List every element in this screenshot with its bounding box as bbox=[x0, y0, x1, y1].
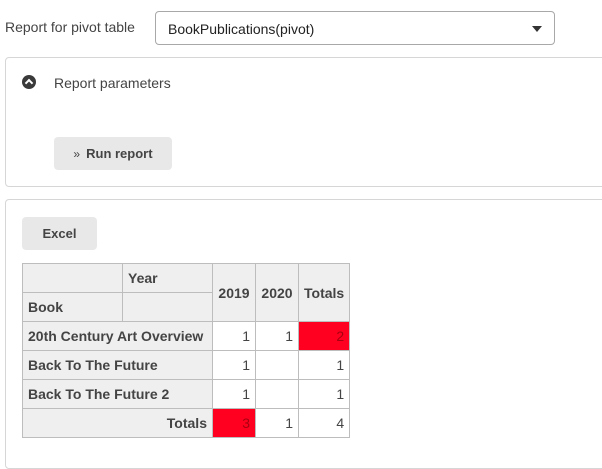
report-parameters-title[interactable]: Report parameters bbox=[54, 75, 171, 91]
pivot-corner-cell bbox=[22, 263, 123, 293]
pivot-total-cell: 1 bbox=[255, 408, 299, 438]
pivot-cell bbox=[255, 350, 299, 380]
run-report-button[interactable]: » Run report bbox=[54, 137, 172, 170]
pivot-col-header-year: Year bbox=[122, 263, 213, 293]
pivot-total-cell: 1 bbox=[297, 350, 351, 380]
table-row: Back To The Future 2 1 1 bbox=[22, 379, 351, 409]
pivot-year-header: 2019 bbox=[212, 263, 256, 322]
pivot-totals-row: Totals 3 1 4 bbox=[22, 408, 351, 438]
pivot-row-label: 20th Century Art Overview bbox=[22, 321, 213, 351]
report-parameters-panel: Report parameters » Run report bbox=[5, 57, 602, 187]
report-select-value: BookPublications(pivot) bbox=[168, 21, 315, 37]
run-report-label: Run report bbox=[86, 146, 153, 161]
pivot-totals-header: Totals bbox=[297, 263, 351, 322]
table-row: Back To The Future 1 1 bbox=[22, 350, 351, 380]
chevron-up-circle-icon[interactable] bbox=[22, 75, 36, 89]
pivot-total-cell-highlight: 3 bbox=[212, 408, 256, 438]
pivot-cell: 1 bbox=[212, 350, 256, 380]
pivot-year-header: 2020 bbox=[255, 263, 299, 322]
pivot-table: Year 2019 2020 Totals Book 20th Century … bbox=[22, 263, 351, 438]
report-select[interactable]: BookPublications(pivot) bbox=[155, 11, 555, 45]
pivot-row-label: Back To The Future 2 bbox=[22, 379, 213, 409]
pivot-empty-header-cell bbox=[122, 292, 213, 322]
pivot-totals-label: Totals bbox=[22, 408, 213, 438]
report-select-label: Report for pivot table bbox=[5, 19, 135, 35]
pivot-total-cell-highlight: 2 bbox=[297, 321, 351, 351]
double-chevron-right-icon: » bbox=[73, 147, 81, 161]
caret-down-icon bbox=[532, 26, 542, 32]
pivot-grand-total-cell: 4 bbox=[297, 408, 351, 438]
pivot-row-header-book: Book bbox=[22, 292, 123, 322]
pivot-cell: 1 bbox=[212, 379, 256, 409]
pivot-cell: 1 bbox=[255, 321, 299, 351]
pivot-row-label: Back To The Future bbox=[22, 350, 213, 380]
pivot-cell: 1 bbox=[212, 321, 256, 351]
excel-button[interactable]: Excel bbox=[22, 217, 97, 250]
pivot-header-row-2: Book bbox=[22, 292, 350, 322]
pivot-total-cell: 1 bbox=[297, 379, 351, 409]
table-row: 20th Century Art Overview 1 1 2 bbox=[22, 321, 351, 351]
report-results-panel: Excel Year 2019 2020 Totals Book 20th Ce… bbox=[5, 199, 602, 469]
report-select-row: Report for pivot table BookPublications(… bbox=[0, 11, 602, 45]
pivot-header-row-1: Year 2019 2020 Totals bbox=[22, 263, 351, 322]
pivot-cell bbox=[255, 379, 299, 409]
